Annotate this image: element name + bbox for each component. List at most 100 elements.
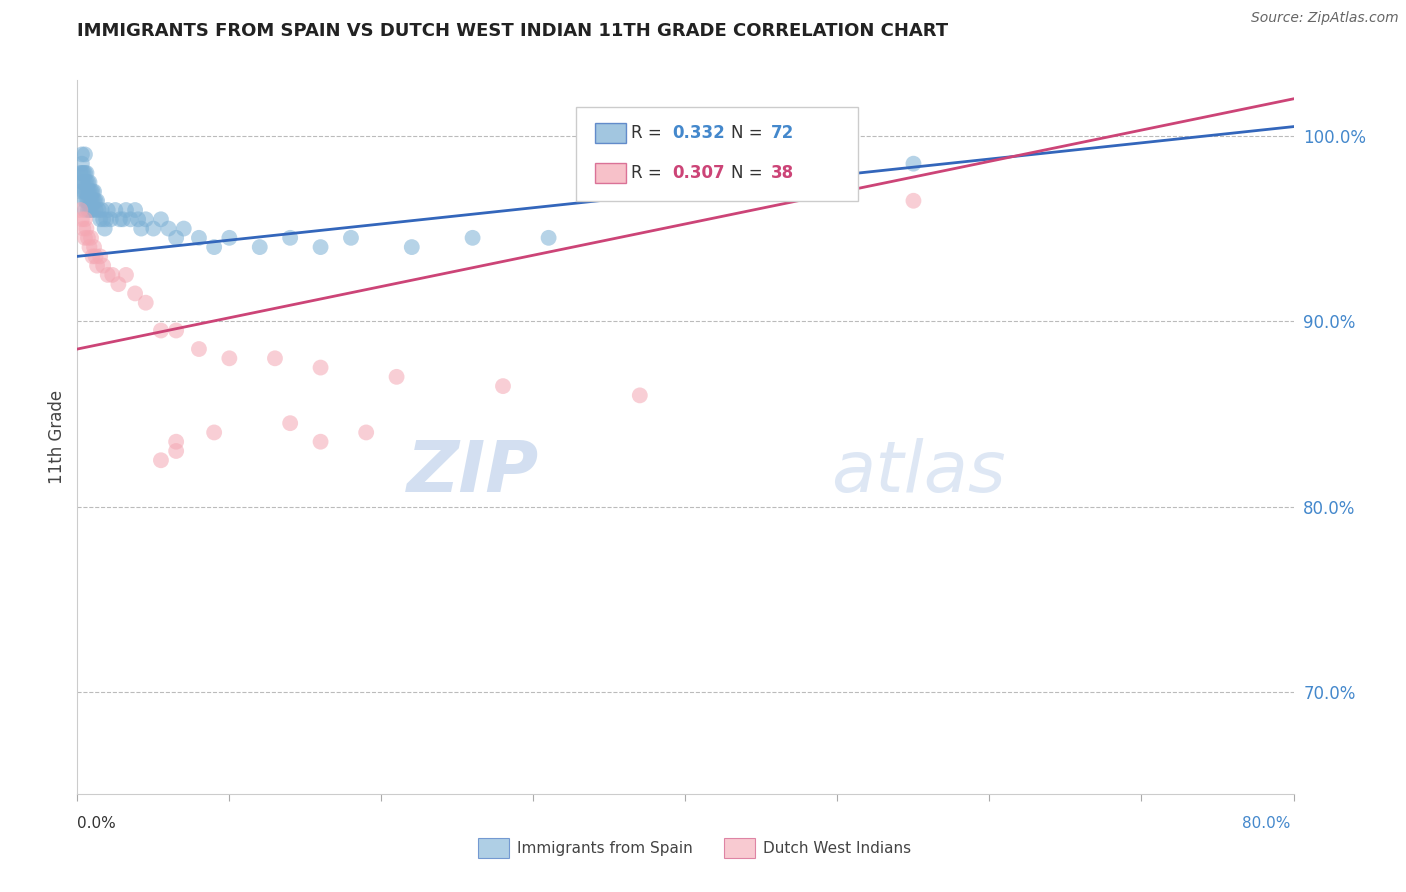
Point xyxy=(165,434,187,449)
Point xyxy=(264,351,287,366)
Point xyxy=(401,240,423,254)
Point xyxy=(127,212,149,227)
Point xyxy=(77,185,100,199)
Text: 0.0%: 0.0% xyxy=(77,816,117,831)
Text: N =: N = xyxy=(731,164,768,182)
Point xyxy=(79,240,101,254)
Point xyxy=(73,202,96,217)
Text: Dutch West Indians: Dutch West Indians xyxy=(763,841,911,855)
Text: ZIP: ZIP xyxy=(408,438,540,508)
Point xyxy=(80,231,103,245)
Point xyxy=(73,194,96,208)
Point xyxy=(309,240,332,254)
Point xyxy=(157,221,180,235)
Point xyxy=(309,360,332,375)
Point xyxy=(79,194,101,208)
Point xyxy=(77,202,100,217)
Point xyxy=(82,194,104,208)
Point xyxy=(115,202,138,217)
Point xyxy=(218,351,240,366)
Point xyxy=(149,212,172,227)
Point xyxy=(537,231,560,245)
Point xyxy=(77,175,100,189)
Point xyxy=(72,221,94,235)
Point xyxy=(69,185,91,199)
Point xyxy=(83,194,105,208)
Point xyxy=(165,324,187,338)
Point xyxy=(75,221,97,235)
Point xyxy=(79,202,101,217)
Point xyxy=(77,231,100,245)
Point xyxy=(173,221,195,235)
Point xyxy=(73,166,96,180)
Point xyxy=(628,388,651,402)
Point xyxy=(84,202,107,217)
Point xyxy=(903,194,925,208)
Point xyxy=(80,194,103,208)
Point xyxy=(492,379,515,393)
Text: 80.0%: 80.0% xyxy=(1243,816,1291,831)
Point xyxy=(87,202,110,217)
Point xyxy=(73,147,96,161)
Point xyxy=(188,231,211,245)
Point xyxy=(70,166,93,180)
Point xyxy=(83,240,105,254)
Point xyxy=(84,249,107,263)
Point xyxy=(73,212,96,227)
Point xyxy=(115,268,138,282)
Point xyxy=(188,342,211,356)
Point xyxy=(70,175,93,189)
Point xyxy=(101,268,124,282)
Text: Source: ZipAtlas.com: Source: ZipAtlas.com xyxy=(1251,11,1399,25)
Point xyxy=(278,231,301,245)
Point xyxy=(278,416,301,430)
Point xyxy=(142,221,165,235)
Point xyxy=(70,147,93,161)
Point xyxy=(80,185,103,199)
Point xyxy=(75,194,97,208)
Point xyxy=(89,212,111,227)
Point xyxy=(75,185,97,199)
Point xyxy=(108,212,131,227)
Point xyxy=(124,202,146,217)
Point xyxy=(73,185,96,199)
Point xyxy=(202,425,225,440)
Point xyxy=(72,166,94,180)
Point xyxy=(70,157,93,171)
Point xyxy=(165,444,187,458)
Point xyxy=(385,369,408,384)
Point xyxy=(82,185,104,199)
Point xyxy=(82,202,104,217)
Point xyxy=(135,295,157,310)
Text: N =: N = xyxy=(731,124,768,142)
Point xyxy=(91,259,114,273)
Text: R =: R = xyxy=(631,124,668,142)
Text: 72: 72 xyxy=(770,124,794,142)
Point xyxy=(104,202,127,217)
Y-axis label: 11th Grade: 11th Grade xyxy=(48,390,66,484)
Point xyxy=(75,175,97,189)
Point xyxy=(72,175,94,189)
Point xyxy=(97,202,120,217)
Point xyxy=(86,259,108,273)
Point xyxy=(84,194,107,208)
Point xyxy=(93,221,115,235)
Point xyxy=(72,185,94,199)
Point xyxy=(82,249,104,263)
Point xyxy=(75,166,97,180)
Point xyxy=(135,212,157,227)
Point xyxy=(69,202,91,217)
Point xyxy=(202,240,225,254)
Point xyxy=(149,324,172,338)
Point xyxy=(80,202,103,217)
Point xyxy=(149,453,172,467)
Point xyxy=(83,185,105,199)
Point xyxy=(97,268,120,282)
Point xyxy=(69,166,91,180)
Text: atlas: atlas xyxy=(831,438,1005,508)
Point xyxy=(100,212,122,227)
Point xyxy=(704,166,727,180)
Point xyxy=(124,286,146,301)
Point xyxy=(249,240,271,254)
Point xyxy=(129,221,152,235)
